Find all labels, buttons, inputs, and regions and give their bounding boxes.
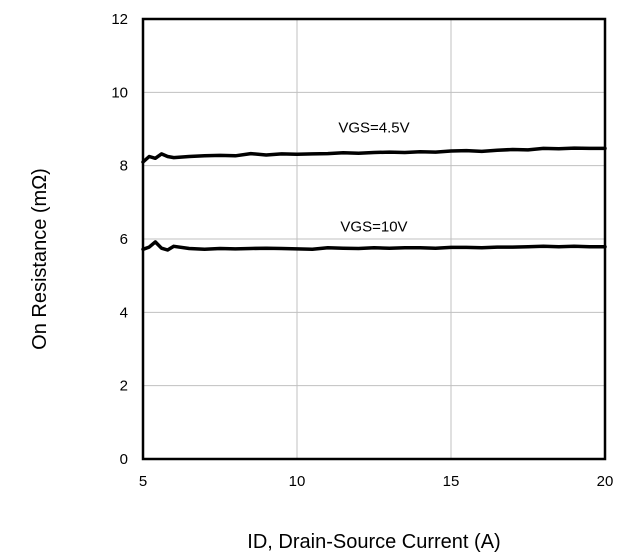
- x-tick-label: 20: [597, 473, 614, 490]
- x-tick-label: 15: [443, 473, 460, 490]
- x-axis-title: ID, Drain-Source Current (A): [247, 531, 500, 553]
- tick-layer: 0 2 4 6 8 10 12 5 10 15 20: [111, 11, 613, 490]
- y-tick-label: 0: [120, 451, 128, 468]
- series-line-1: [141, 240, 607, 252]
- y-tick-label: 12: [111, 11, 128, 28]
- annotation-layer: VGS=4.5V VGS=10V: [338, 120, 409, 236]
- plot-frame: [141, 17, 607, 461]
- x-tick-label: 10: [289, 473, 306, 490]
- y-axis-title: On Resistance (mΩ): [29, 168, 51, 350]
- grid-layer: [143, 19, 605, 459]
- x-tick-label: 5: [139, 473, 147, 490]
- y-tick-label: 10: [111, 84, 128, 101]
- y-tick-label: 2: [120, 378, 128, 395]
- series-annotation-1: VGS=10V: [340, 219, 407, 236]
- series-annotation-0: VGS=4.5V: [338, 120, 409, 137]
- series-layer: [141, 146, 607, 252]
- y-tick-label: 8: [120, 158, 128, 175]
- y-tick-label: 4: [120, 304, 128, 321]
- y-tick-label: 6: [120, 231, 128, 248]
- series-line-0: [141, 146, 607, 164]
